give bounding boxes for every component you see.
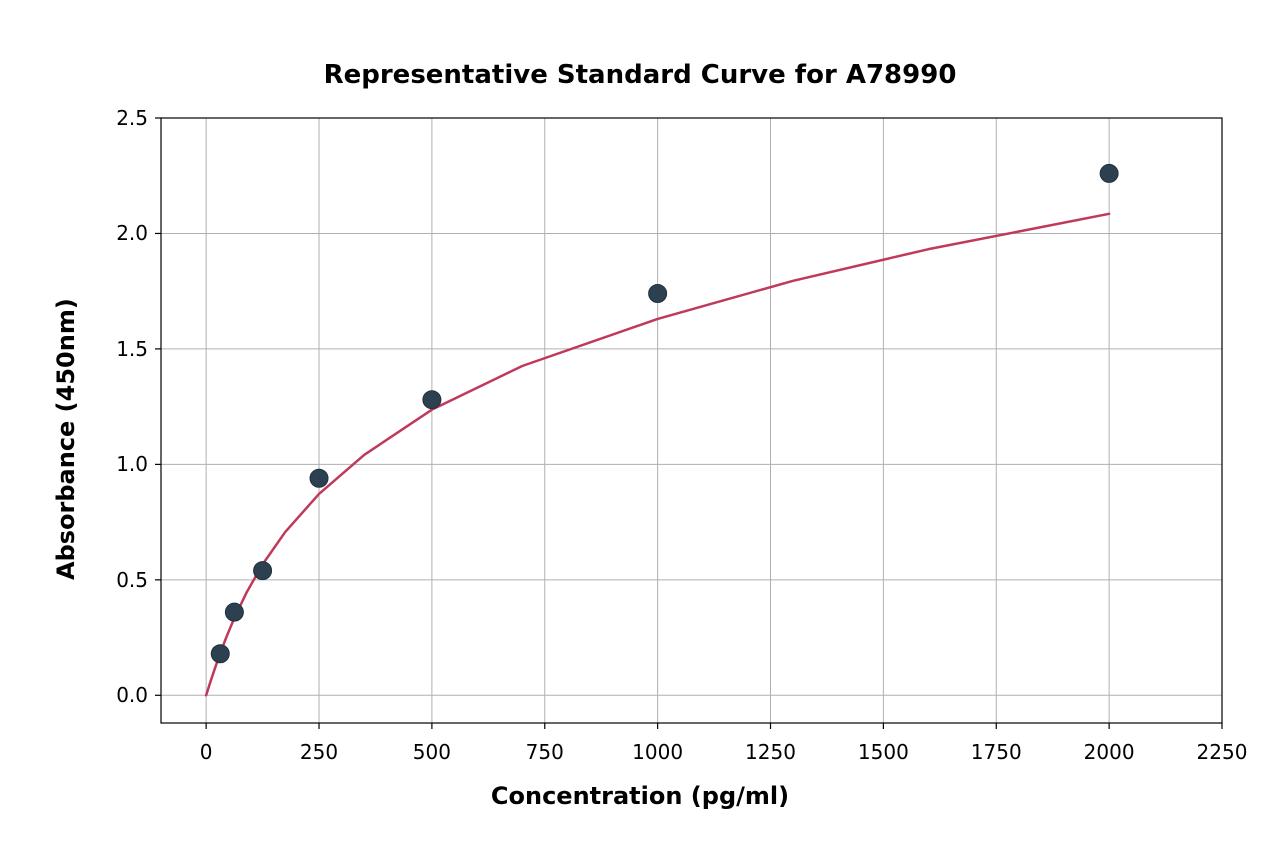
y-tick-label: 1.0 [0, 452, 148, 476]
x-tick-label: 500 [392, 740, 472, 764]
data-point [423, 391, 441, 409]
x-tick-label: 1750 [956, 740, 1036, 764]
x-tick-label: 1500 [843, 740, 923, 764]
x-tick-label: 0 [166, 740, 246, 764]
x-tick-label: 2000 [1069, 740, 1149, 764]
chart-title: Representative Standard Curve for A78990 [0, 60, 1280, 90]
x-tick-label: 1250 [731, 740, 811, 764]
data-point [254, 562, 272, 580]
x-tick-label: 1000 [618, 740, 698, 764]
x-tick-label: 2250 [1182, 740, 1262, 764]
x-axis-label: Concentration (pg/ml) [0, 782, 1280, 810]
chart-container: Representative Standard Curve for A78990… [0, 0, 1280, 845]
y-tick-label: 2.0 [0, 221, 148, 245]
y-tick-label: 2.5 [0, 106, 148, 130]
data-point [1100, 164, 1118, 182]
x-tick-label: 250 [279, 740, 359, 764]
y-tick-label: 0.0 [0, 683, 148, 707]
chart-svg [0, 0, 1280, 845]
data-point [225, 603, 243, 621]
y-tick-label: 0.5 [0, 568, 148, 592]
x-tick-label: 750 [505, 740, 585, 764]
data-point [649, 284, 667, 302]
data-point [211, 645, 229, 663]
data-point [310, 469, 328, 487]
y-tick-label: 1.5 [0, 337, 148, 361]
